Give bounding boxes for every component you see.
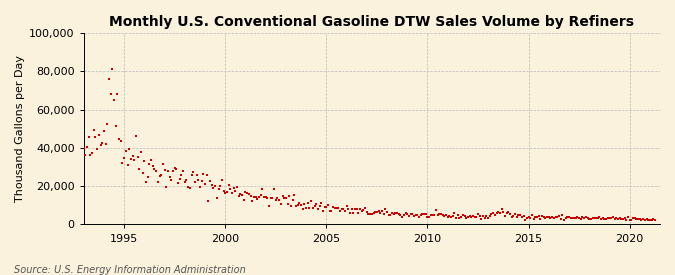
Title: Monthly U.S. Conventional Gasoline DTW Sales Volume by Refiners: Monthly U.S. Conventional Gasoline DTW S… <box>109 15 634 29</box>
Text: Source: U.S. Energy Information Administration: Source: U.S. Energy Information Administ… <box>14 265 245 275</box>
Y-axis label: Thousand Gallons per Day: Thousand Gallons per Day <box>15 55 25 202</box>
